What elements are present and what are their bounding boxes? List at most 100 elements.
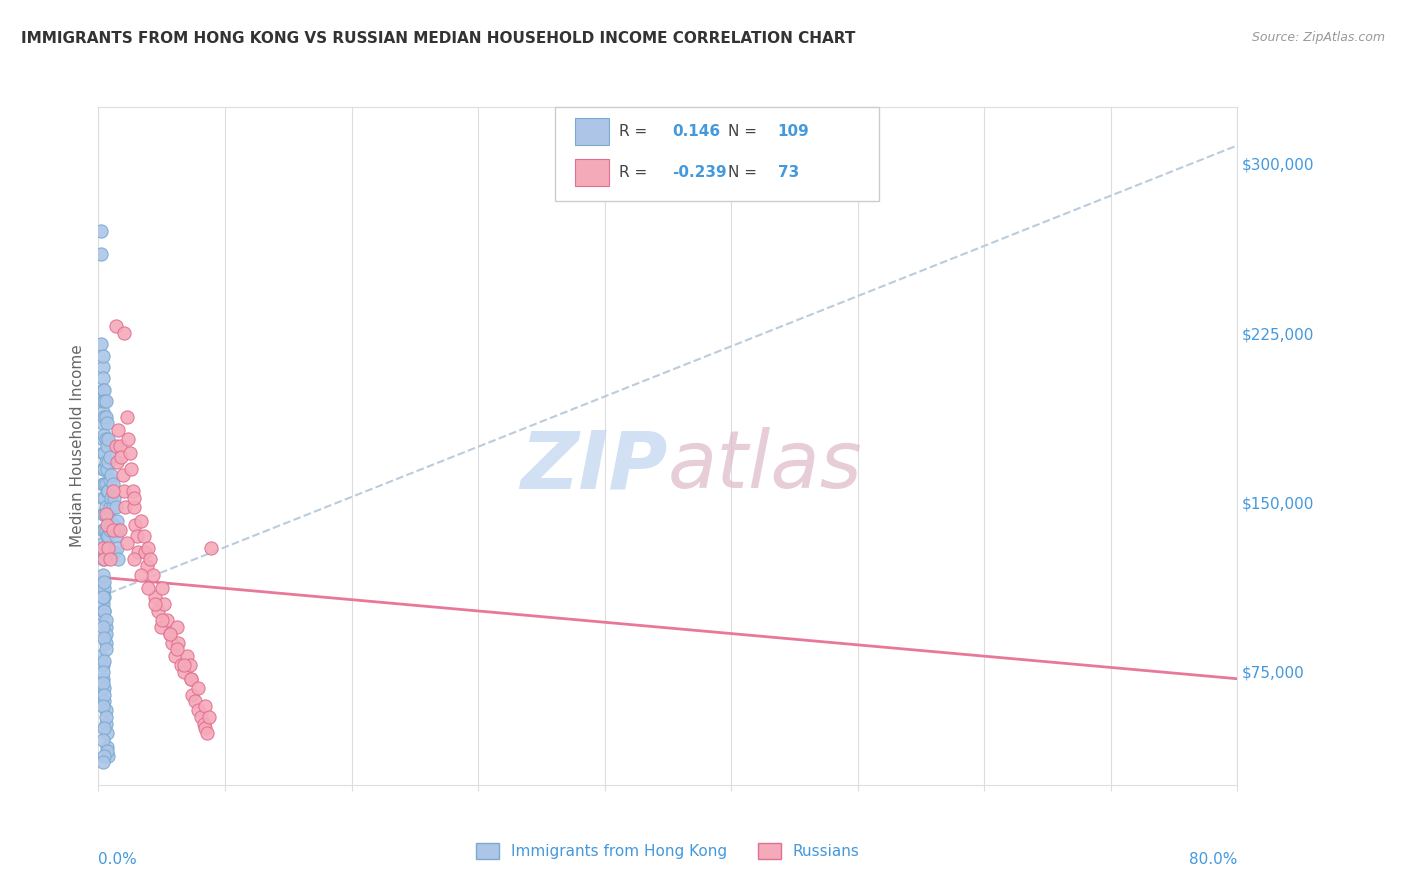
Point	[93, 393, 115, 408]
Point	[90, 574, 112, 589]
Point	[129, 514, 152, 528]
Point	[107, 523, 129, 537]
Point	[195, 726, 218, 740]
Point	[101, 500, 124, 514]
Point	[104, 439, 127, 453]
Point	[152, 582, 174, 596]
Point	[103, 518, 125, 533]
Point	[93, 582, 115, 596]
Point	[152, 613, 174, 627]
Text: IMMIGRANTS FROM HONG KONG VS RUSSIAN MEDIAN HOUSEHOLD INCOME CORRELATION CHART: IMMIGRANTS FROM HONG KONG VS RUSSIAN MED…	[21, 31, 855, 46]
Point	[194, 722, 217, 736]
Point	[101, 477, 124, 491]
Point	[91, 461, 114, 475]
Point	[91, 371, 114, 385]
Point	[97, 507, 120, 521]
Point	[93, 574, 115, 589]
Point	[93, 541, 115, 555]
Point	[93, 461, 115, 475]
Point	[91, 446, 114, 460]
Point	[94, 455, 117, 469]
Point	[96, 518, 118, 533]
Point	[90, 224, 112, 238]
Point	[96, 461, 118, 475]
Point	[91, 658, 114, 673]
Point	[94, 710, 117, 724]
Point	[98, 552, 121, 566]
Point	[91, 567, 114, 582]
Point	[105, 541, 128, 555]
Point	[96, 417, 118, 431]
Point	[97, 432, 120, 446]
Point	[114, 500, 136, 514]
Point	[97, 484, 120, 499]
Point	[97, 529, 120, 543]
Point	[90, 247, 112, 261]
Point	[94, 626, 117, 640]
Point	[90, 337, 112, 351]
Point	[91, 586, 114, 600]
Point	[159, 626, 181, 640]
Point	[135, 558, 157, 573]
Point	[104, 529, 127, 543]
Point	[96, 507, 118, 521]
Point	[91, 620, 114, 634]
Point	[107, 552, 129, 566]
Point	[145, 591, 167, 605]
Point	[97, 748, 120, 763]
Point	[190, 710, 212, 724]
Point	[96, 484, 118, 499]
Point	[101, 523, 124, 537]
Point	[141, 567, 163, 582]
Point	[91, 491, 114, 505]
Point	[179, 658, 201, 673]
Point	[200, 541, 222, 555]
Point	[194, 698, 217, 713]
Point	[93, 654, 115, 668]
Point	[89, 541, 111, 555]
Text: N =: N =	[728, 165, 762, 179]
Y-axis label: Median Household Income: Median Household Income	[69, 344, 84, 548]
Point	[124, 518, 146, 533]
Point	[94, 620, 117, 634]
Point	[96, 726, 118, 740]
Point	[103, 491, 125, 505]
Point	[98, 473, 121, 487]
Point	[91, 359, 114, 374]
Point	[91, 608, 114, 623]
Point	[91, 732, 114, 747]
Point	[96, 529, 118, 543]
Point	[91, 591, 114, 605]
Point	[93, 383, 115, 397]
Point	[93, 748, 115, 763]
Point	[121, 484, 143, 499]
Point	[97, 455, 120, 469]
Text: R =: R =	[619, 124, 652, 138]
Text: 0.146: 0.146	[672, 124, 720, 138]
Point	[134, 545, 156, 559]
Point	[94, 613, 117, 627]
Point	[167, 635, 190, 649]
Text: 80.0%: 80.0%	[1189, 852, 1237, 867]
Point	[94, 635, 117, 649]
Point	[93, 477, 115, 491]
Point	[91, 552, 114, 566]
Point	[181, 688, 204, 702]
Point	[94, 477, 117, 491]
Point	[93, 507, 115, 521]
Point	[98, 545, 121, 559]
Point	[166, 642, 188, 657]
Point	[91, 432, 114, 446]
Point	[108, 439, 131, 453]
Point	[94, 545, 117, 559]
Point	[156, 613, 179, 627]
Point	[112, 484, 135, 499]
Point	[94, 409, 117, 424]
Point	[91, 349, 114, 363]
Point	[180, 672, 202, 686]
Point	[94, 507, 117, 521]
Point	[150, 620, 173, 634]
Text: ZIP: ZIP	[520, 427, 668, 506]
Point	[98, 523, 121, 537]
Point	[98, 450, 121, 465]
